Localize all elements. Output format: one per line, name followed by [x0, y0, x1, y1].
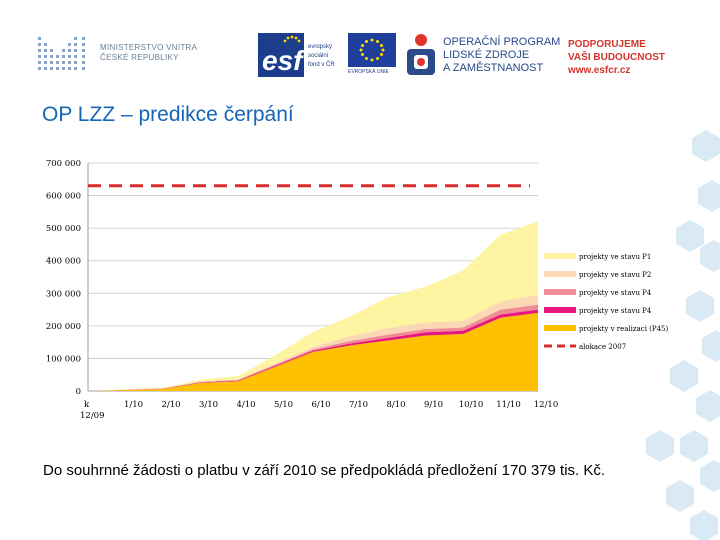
eu-flag-icon	[348, 33, 396, 67]
decorative-hexagons	[646, 130, 720, 540]
op-line2: LIDSKÉ ZDROJE	[443, 49, 530, 61]
y-tick-label: 700 000	[46, 159, 81, 169]
x-tick-label: 8/10	[386, 400, 405, 410]
op-lzz-name: OPERAČNÍ PROGRAM LIDSKÉ ZDROJE A ZAMĚSTN…	[443, 36, 560, 75]
y-tick-label: 200 000	[46, 322, 81, 332]
logo-bar: MINISTERSTVO VNITRA ČESKÉ REPUBLIKY esf …	[0, 0, 720, 95]
support-line1: PODPORUJEME	[568, 39, 646, 50]
x-tick-label: 4/10	[236, 400, 255, 410]
legend-label: projekty ve stavu P4	[579, 289, 652, 297]
legend-swatch	[544, 253, 576, 259]
op-lzz-logo: OPERAČNÍ PROGRAM LIDSKÉ ZDROJE A ZAMĚSTN…	[403, 33, 560, 79]
legend-swatch	[544, 307, 576, 313]
y-tick-label: 300 000	[46, 289, 81, 299]
legend-swatch	[544, 271, 576, 277]
x-tick-label: 1/10	[124, 400, 143, 410]
ministry-name: MINISTERSTVO VNITRA ČESKÉ REPUBLIKY	[100, 43, 197, 63]
legend-label: projekty ve stavu P4	[579, 307, 652, 315]
esf-stars-icon	[283, 35, 301, 43]
support-slogan: PODPORUJEME VAŠI BUDOUCNOST www.esfcr.cz	[568, 38, 665, 77]
area-series-0	[88, 312, 538, 391]
x-tick-label: 7/10	[349, 400, 368, 410]
y-tick-label: 600 000	[46, 192, 81, 202]
area-series-4	[88, 221, 538, 391]
eu-label: EVROPSKÁ UNIE	[348, 69, 389, 75]
legend-label: projekty v realizaci (P45)	[579, 325, 669, 333]
ministry-dots-icon	[38, 37, 85, 70]
y-tick-label: 500 000	[46, 224, 81, 234]
x-tick-label: 11/10	[496, 400, 521, 410]
x-tick-label: 5/10	[274, 400, 293, 410]
y-tick-label: 100 000	[46, 354, 81, 364]
legend-swatch	[544, 289, 576, 295]
legend-label: projekty ve stavu P1	[579, 253, 651, 261]
y-tick-label: 0	[76, 387, 81, 397]
x-tick-label: 9/10	[424, 400, 443, 410]
esf-box: esf	[258, 33, 304, 77]
op-line1: OPERAČNÍ PROGRAM	[443, 36, 561, 48]
ministry-logo: MINISTERSTVO VNITRA ČESKÉ REPUBLIKY	[36, 33, 216, 77]
slide-caption: Do souhrnné žádosti o platbu v září 2010…	[43, 462, 606, 479]
esf-subtitle: evropský sociální fond v ČR	[308, 44, 335, 68]
support-url[interactable]: www.esfcr.cz	[568, 65, 631, 76]
y-tick-label: 400 000	[46, 257, 81, 267]
x-tick-label: 2/10	[161, 400, 180, 410]
x-tick-label: 10/10	[459, 400, 484, 410]
esf-text: esf	[262, 45, 303, 76]
legend-label: alokace 2007	[579, 343, 626, 351]
eu-logo: EVROPSKÁ UNIE	[348, 33, 396, 77]
prediction-chart: 0 100 000 200 000 300 000 400 000 500 000 600 …	[46, 159, 669, 421]
ministry-line2: ČESKÉ REPUBLIKY	[100, 53, 179, 62]
legend-swatch	[544, 325, 576, 331]
x-tick-label: 6/10	[311, 400, 330, 410]
legend-label: projekty ve stavu P2	[579, 271, 651, 279]
area-series-2	[88, 304, 538, 391]
ministry-line1: MINISTERSTVO VNITRA	[100, 43, 198, 52]
x-tick-label: k 12/09	[80, 400, 105, 421]
x-tick-label: 3/10	[199, 400, 218, 410]
x-tick-label: 12/10	[534, 400, 559, 410]
esf-logo: esf evropský sociální fond v ČR	[258, 33, 340, 77]
op-lzz-figure-icon	[407, 34, 435, 75]
op-line3: A ZAMĚSTNANOST	[443, 62, 544, 74]
support-line2: VAŠI BUDOUCNOST	[568, 52, 666, 63]
slide-title: OP LZZ – predikce čerpání	[42, 103, 294, 126]
